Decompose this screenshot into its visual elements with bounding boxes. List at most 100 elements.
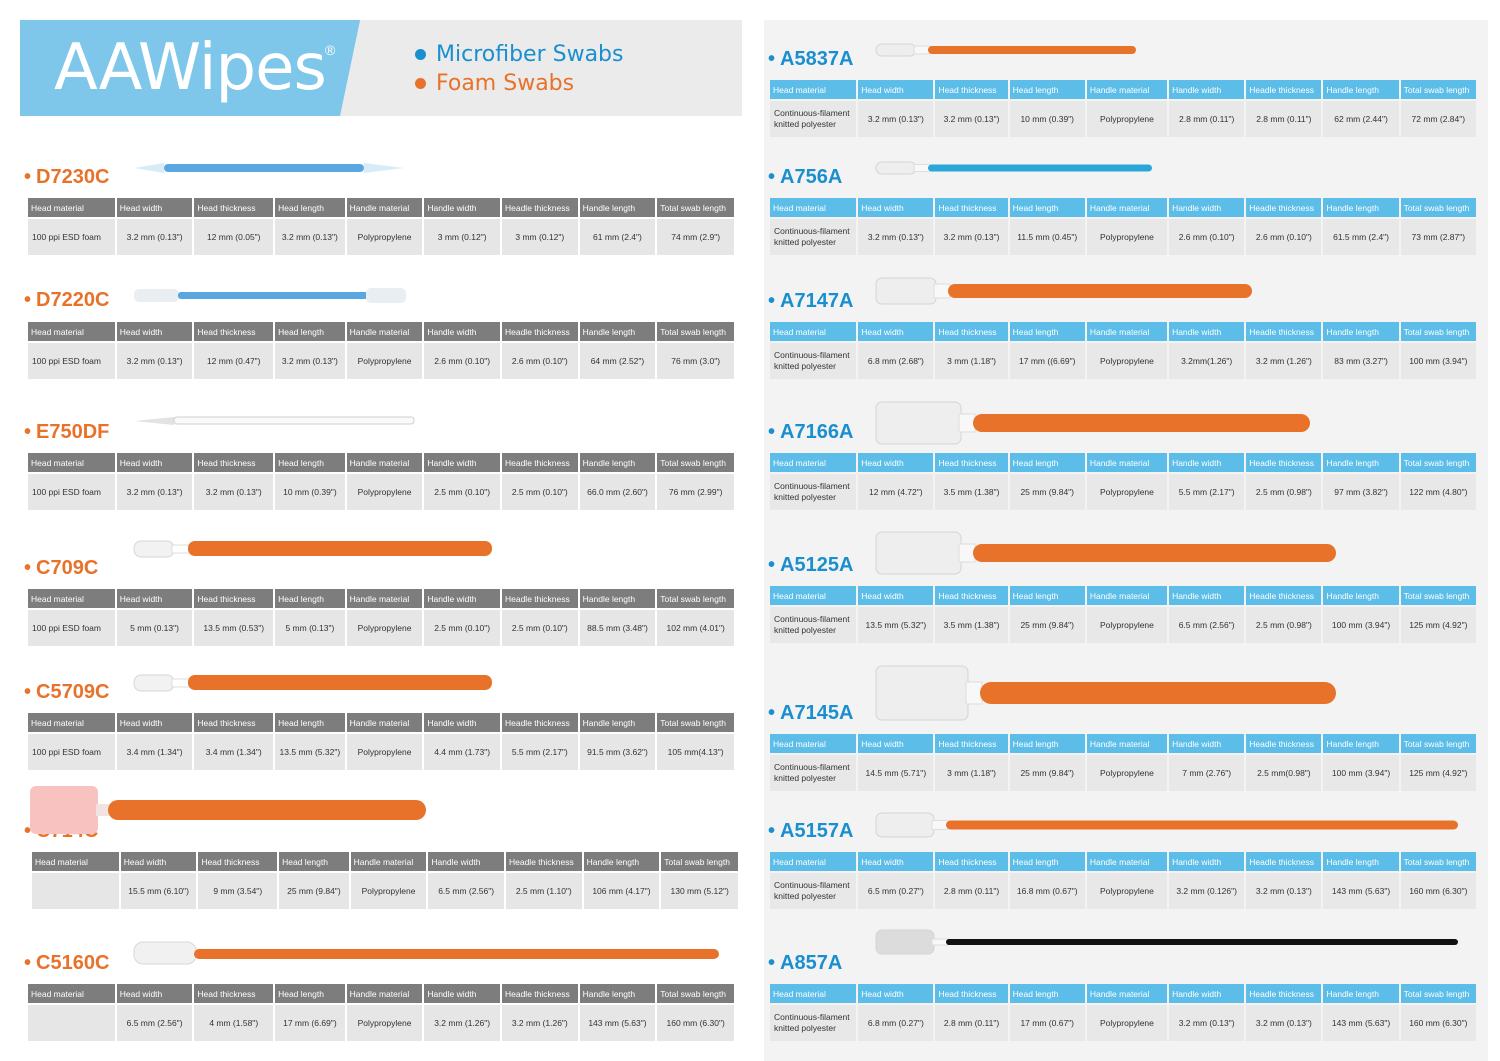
bullet-icon: • (24, 421, 32, 443)
spec-column-header: Handle width (1169, 984, 1245, 1003)
spec-cell: Polypropylene (1086, 755, 1168, 791)
handle-shape (188, 541, 492, 556)
bullet-icon: • (768, 166, 776, 188)
head-shape (875, 929, 935, 955)
spec-table: Head material Head width Head thickness Hea… (768, 732, 1478, 793)
spec-value-row: Continuous-filament knitted polyester 14.… (770, 755, 1476, 791)
spec-column-header: Handle material (350, 852, 427, 871)
spec-cell: 13.5 mm (0.53") (194, 610, 274, 646)
neck-shape (913, 164, 931, 172)
product-model-name: A5837A (780, 48, 854, 70)
spec-column-header: Handle width (1169, 586, 1245, 605)
spec-column-header: Handle length (1323, 586, 1399, 605)
spec-cell: 6.8 mm (2.68") (858, 343, 934, 379)
handle-shape (108, 800, 426, 820)
spec-column-header: Total swab length (1400, 322, 1476, 341)
neck-shape (931, 820, 949, 830)
spec-column-header: Head material (28, 713, 115, 732)
spec-column-header: Head width (858, 984, 934, 1003)
spec-cell: Polypropylene (1086, 474, 1168, 510)
spec-cell: 6.5 mm (2.56") (1169, 607, 1245, 643)
spec-column-header: Total swab length (1400, 734, 1476, 753)
spec-cell: 3.2 mm (0.13") (194, 474, 274, 510)
product-model-title: • A5157A (768, 820, 853, 843)
neck-shape (958, 413, 976, 433)
bullet-icon: • (768, 48, 776, 70)
legend-item-foam: Foam Swabs (415, 71, 574, 96)
spec-table: Head material Head width Head thickness Hea… (768, 320, 1478, 381)
spec-cell: Continuous-filament knitted polyester (770, 607, 857, 643)
spec-header-row: Head material Head width Head thickness Hea… (770, 984, 1476, 1003)
spec-column-header: Head width (858, 852, 934, 871)
swab-illustration (133, 674, 492, 692)
swab-illustration (875, 161, 1152, 175)
handle-shape (973, 544, 1336, 562)
spec-value-row: 100 ppi ESD foam 3.4 mm (1.34") 3.4 mm (1.… (28, 734, 734, 770)
product-model-name: A7147A (780, 290, 854, 312)
spec-column-header: Head width (858, 453, 934, 472)
spec-column-header: Head material (770, 322, 857, 341)
spec-value-row: Continuous-filament knitted polyester 13.… (770, 607, 1476, 643)
spec-column-header: Handle width (424, 322, 500, 341)
spec-column-header: Handle material (1086, 322, 1168, 341)
spec-column-header: Head material (28, 198, 115, 217)
bullet-icon: • (768, 702, 776, 724)
spec-column-header: Handle length (579, 198, 656, 217)
spec-cell: 62 mm (2.44") (1323, 101, 1399, 137)
spec-column-header: Head length (1009, 198, 1085, 217)
spec-column-header: Head length (275, 713, 345, 732)
spec-column-header: Head length (275, 322, 345, 341)
head-shape (133, 674, 175, 692)
spec-column-header: Total swab length (1400, 198, 1476, 217)
spec-cell: 100 mm (3.94") (1323, 607, 1399, 643)
spec-column-header: Head length (1009, 80, 1085, 99)
spec-value-row: 100 ppi ESD foam 3.2 mm (0.13") 12 mm (0.0… (28, 219, 734, 255)
product-model-name: A857A (780, 952, 843, 974)
spec-cell: 3.5 mm (1.38") (935, 474, 1008, 510)
spec-cell: 72 mm (2.84") (1400, 101, 1476, 137)
spec-cell: 91.5 mm (3.62") (579, 734, 656, 770)
spec-cell: Continuous-filament knitted polyester (770, 1005, 857, 1041)
spec-column-header: Handle material (346, 453, 423, 472)
head-shape (30, 786, 98, 834)
handle-shape (973, 414, 1310, 432)
neck-shape (965, 681, 983, 705)
spec-cell: 2.6 mm (0.10") (1169, 219, 1245, 255)
product-model-name: C709C (36, 557, 99, 579)
spec-cell: Continuous-filament knitted polyester (770, 755, 857, 791)
spec-column-header: Headle thickness (1246, 852, 1322, 871)
spec-cell: 3.2 mm (0.13") (858, 101, 934, 137)
spec-header-row: Head material Head width Head thickness Hea… (28, 589, 734, 608)
spec-cell: 130 mm (5.12") (661, 873, 738, 909)
spec-value-row: 6.5 mm (2.56") 4 mm (1.58") 17 mm (6.69") P… (28, 1005, 734, 1041)
spec-column-header: Head material (770, 852, 857, 871)
head-shape (366, 288, 406, 303)
swab-illustration (875, 929, 1458, 955)
spec-cell: 3.2 mm (0.13") (116, 219, 193, 255)
spec-column-header: Headle thickness (505, 852, 582, 871)
bullet-icon: • (768, 554, 776, 576)
bullet-icon: • (768, 820, 776, 842)
spec-cell: 16.8 mm (0.67") (1009, 873, 1085, 909)
spec-header-row: Head material Head width Head thickness Hea… (770, 322, 1476, 341)
product-model-name: A5125A (780, 554, 854, 576)
spec-cell: 73 mm (2.87") (1400, 219, 1476, 255)
spec-column-header: Head length (1009, 322, 1085, 341)
spec-cell: 100 ppi ESD foam (28, 343, 115, 379)
swab-illustration (134, 288, 406, 303)
spec-cell: Polypropylene (346, 343, 423, 379)
spec-column-header: Head material (28, 984, 115, 1003)
spec-value-row: Continuous-filament knitted polyester 6.5… (770, 873, 1476, 909)
spec-column-header: Headle thickness (1246, 984, 1322, 1003)
spec-column-header: Head thickness (194, 453, 274, 472)
spec-cell: 2.6 mm (0.10") (501, 343, 578, 379)
spec-column-header: Total swab length (657, 589, 734, 608)
head-shape (875, 531, 962, 575)
brand-name: AAWipes (54, 31, 327, 105)
product-model-title: • D7220C (24, 289, 109, 312)
spec-table: Head material Head width Head thickness Hea… (26, 711, 736, 772)
spec-header-row: Head material Head width Head thickness Hea… (28, 453, 734, 472)
bullet-icon: • (24, 681, 32, 703)
spec-cell: 3.2 mm (0.13") (275, 219, 345, 255)
spec-cell: 76 mm (3.0") (657, 343, 734, 379)
